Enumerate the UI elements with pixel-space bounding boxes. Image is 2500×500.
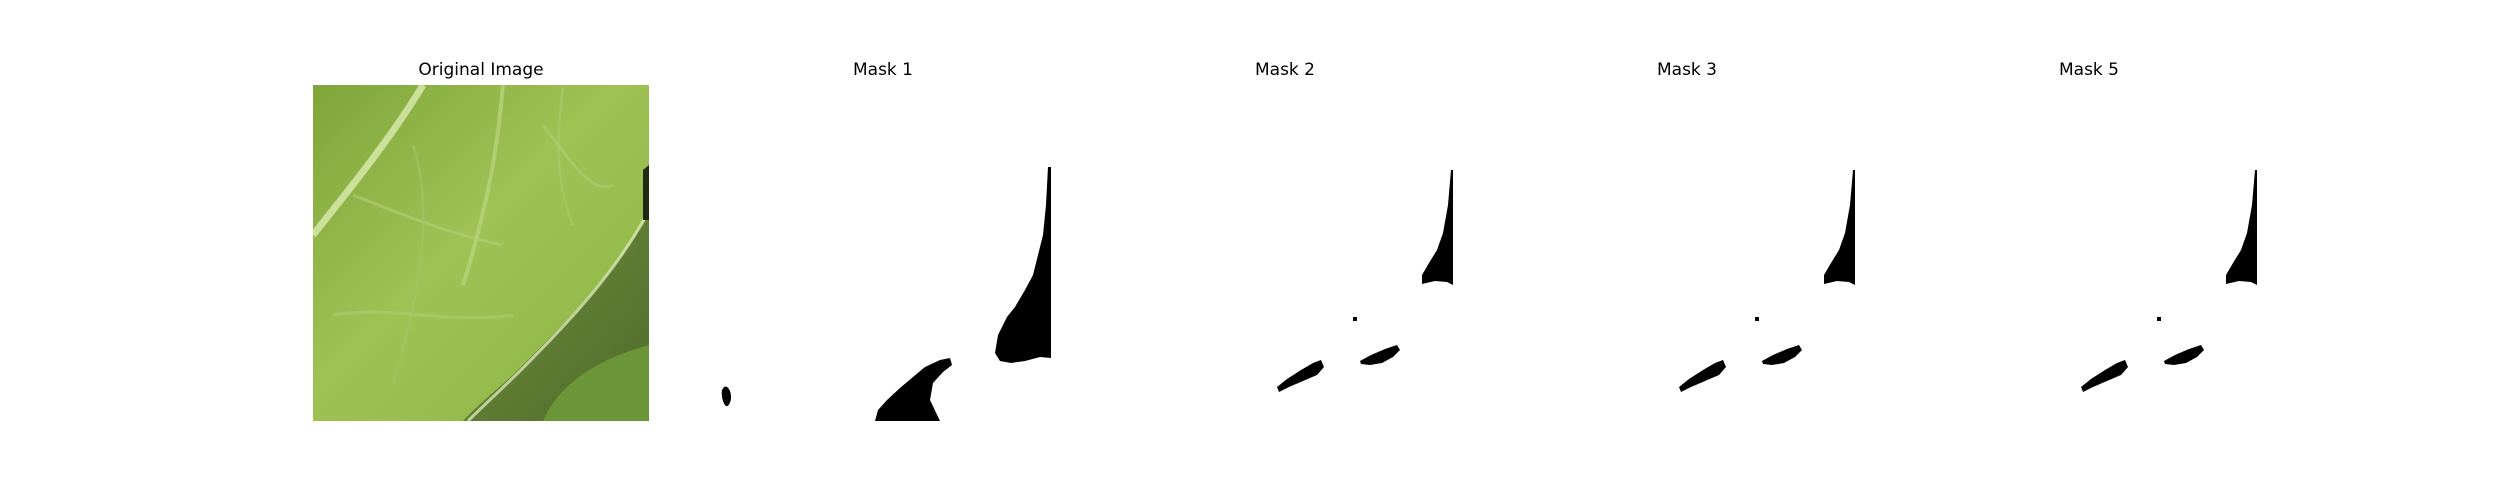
leaf-photo — [313, 85, 649, 421]
mask-1-image — [715, 85, 1051, 421]
mask-5-region-top — [2226, 170, 2257, 285]
mask-5-dot — [2157, 317, 2161, 321]
panel-title-original: Original Image — [418, 60, 544, 80]
mask-2-region-top — [1422, 170, 1453, 285]
mask-3-image — [1519, 85, 1855, 421]
panel-title-mask-1: Mask 1 — [852, 60, 913, 80]
mask-1-region-left-blob — [721, 386, 731, 407]
mask-5-region-right-streak — [2164, 345, 2204, 365]
original-image — [313, 85, 649, 421]
mask-5 — [1921, 85, 2257, 421]
panel-title-mask-3: Mask 3 — [1656, 60, 1717, 80]
mask-3-region-left-streak — [1679, 360, 1726, 392]
mask-5-image — [1921, 85, 2257, 421]
mask-3 — [1519, 85, 1855, 421]
mask-3-region-top — [1824, 170, 1855, 285]
panel-title-mask-2: Mask 2 — [1254, 60, 1315, 80]
mask-2-dot — [1353, 317, 1357, 321]
mask-1 — [715, 85, 1051, 421]
mask-5-region-left-streak — [2081, 360, 2128, 392]
mask-1-region-right — [995, 167, 1051, 363]
panel-title-mask-5: Mask 5 — [2058, 60, 2119, 80]
mask-1-region-bottom — [875, 358, 952, 421]
mask-2-region-left-streak — [1277, 360, 1324, 392]
mask-2-image — [1117, 85, 1453, 421]
mask-2-region-right-streak — [1360, 345, 1400, 365]
mask-3-dot — [1755, 317, 1759, 321]
mask-3-region-right-streak — [1762, 345, 1802, 365]
mask-2 — [1117, 85, 1453, 421]
